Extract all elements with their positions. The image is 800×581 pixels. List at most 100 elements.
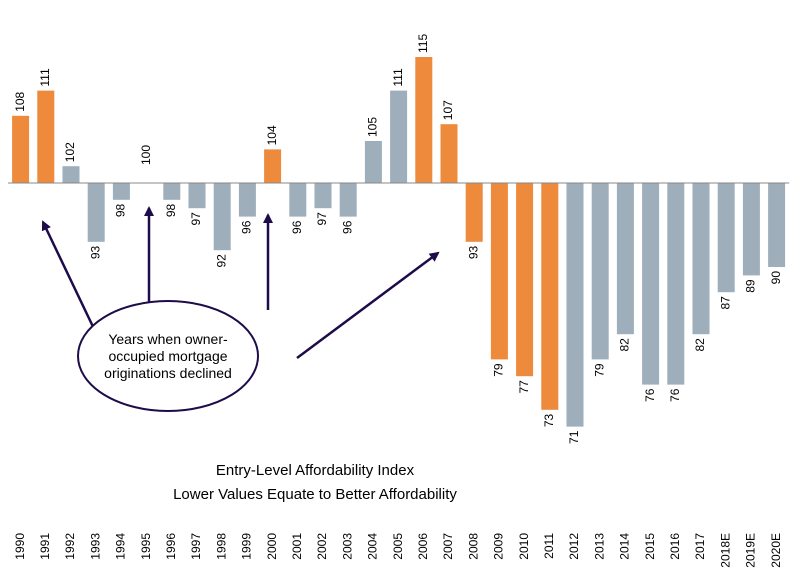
value-label-2012: 71 — [567, 430, 581, 444]
category-label-2007: 2007 — [441, 533, 455, 560]
category-label-2015: 2015 — [643, 533, 657, 560]
bar-2013 — [591, 183, 609, 360]
value-label-1990: 108 — [13, 91, 27, 111]
category-label-2020E: 2020E — [769, 533, 783, 568]
value-label-2018E: 87 — [718, 296, 732, 310]
bar-2006 — [415, 57, 433, 183]
value-label-1997: 97 — [189, 212, 203, 226]
bar-2016 — [667, 183, 685, 385]
category-label-2018E: 2018E — [718, 533, 732, 568]
bar-1990 — [12, 115, 30, 183]
value-label-2010: 77 — [517, 380, 531, 394]
value-label-group: 108 111 102 93 98 100 98 97 92 96 104 96 97 96 105 111 1… — [13, 34, 783, 444]
bar-group — [12, 57, 786, 427]
category-label-2019E: 2019E — [744, 533, 758, 568]
value-label-2000: 104 — [265, 125, 279, 145]
value-label-2016: 76 — [668, 388, 682, 402]
chart-subtitle: Lower Values Equate to Better Affordabil… — [173, 486, 457, 503]
value-label-2015: 76 — [643, 388, 657, 402]
category-label-2008: 2008 — [466, 533, 480, 560]
category-label-2000: 2000 — [265, 533, 279, 560]
category-label-2013: 2013 — [592, 533, 606, 560]
category-label-2012: 2012 — [567, 533, 581, 560]
value-label-2009: 79 — [492, 363, 506, 377]
category-label-1997: 1997 — [189, 533, 203, 560]
bar-2004 — [364, 141, 382, 183]
value-label-2006: 115 — [416, 34, 430, 53]
value-label-2004: 105 — [366, 117, 380, 137]
category-label-group: 1990 1991 1992 1993 1994 1995 1996 1997 1998 1999… — [13, 533, 783, 568]
bar-2020E — [768, 183, 786, 267]
annotation-arrow-1991 — [41, 220, 98, 334]
bar-1991 — [37, 90, 55, 183]
bar-1999 — [238, 183, 256, 217]
value-label-2008: 93 — [466, 245, 480, 259]
bar-2018E — [717, 183, 735, 293]
value-label-1995: 100 — [139, 145, 153, 165]
value-label-2007: 107 — [441, 100, 455, 120]
annotation-line-1: Years when owner- — [108, 330, 228, 347]
category-label-2006: 2006 — [416, 533, 430, 560]
annotation-arrows — [41, 206, 440, 360]
value-label-1996: 98 — [164, 203, 178, 217]
category-label-2004: 2004 — [366, 533, 380, 560]
category-label-1999: 1999 — [240, 533, 254, 560]
bar-2005 — [390, 90, 408, 183]
annotation-arrow-2008 — [296, 251, 440, 360]
category-label-2014: 2014 — [618, 533, 632, 560]
value-label-2002: 97 — [315, 212, 329, 226]
category-label-1992: 1992 — [63, 533, 77, 560]
category-label-2002: 2002 — [315, 533, 329, 560]
value-label-2014: 82 — [618, 338, 632, 352]
category-label-2011: 2011 — [542, 533, 556, 559]
bar-1998 — [213, 183, 231, 251]
bar-2009 — [490, 183, 508, 360]
value-label-2003: 96 — [340, 220, 354, 234]
value-label-2013: 79 — [592, 363, 606, 377]
bar-1993 — [87, 183, 105, 242]
category-label-2003: 2003 — [340, 533, 354, 560]
value-label-2011: 73 — [542, 413, 556, 427]
bar-2010 — [516, 183, 534, 377]
value-label-1994: 98 — [114, 203, 128, 217]
category-label-2016: 2016 — [668, 533, 682, 560]
value-label-1992: 102 — [63, 142, 77, 162]
value-label-2017: 82 — [693, 338, 707, 352]
value-label-1991: 111 — [38, 68, 52, 87]
category-label-1993: 1993 — [88, 533, 102, 560]
bar-2002 — [314, 183, 332, 209]
value-label-2020E: 90 — [769, 271, 783, 285]
value-label-1998: 92 — [214, 254, 228, 268]
value-label-2001: 96 — [290, 220, 304, 234]
bar-1994 — [112, 183, 130, 200]
bar-2017 — [692, 183, 710, 335]
category-label-1994: 1994 — [114, 533, 128, 560]
category-label-2009: 2009 — [492, 533, 506, 560]
category-label-1996: 1996 — [164, 533, 178, 560]
category-label-1990: 1990 — [13, 533, 27, 560]
annotation-line-3: originations declined — [104, 364, 232, 381]
bar-2001 — [289, 183, 307, 217]
bar-2012 — [566, 183, 584, 427]
value-label-2019E: 89 — [744, 279, 758, 293]
bar-2003 — [339, 183, 357, 217]
category-label-2005: 2005 — [391, 533, 405, 560]
category-label-1991: 1991 — [38, 533, 52, 560]
annotation-line-2: occupied mortgage — [108, 347, 228, 364]
category-label-2010: 2010 — [517, 533, 531, 560]
category-label-2001: 2001 — [290, 533, 304, 560]
bar-2007 — [440, 124, 458, 183]
value-label-1993: 93 — [88, 245, 102, 259]
category-label-1995: 1995 — [139, 533, 153, 560]
bar-1997 — [188, 183, 206, 209]
bar-1996 — [163, 183, 181, 200]
chart-title: Entry-Level Affordability Index — [215, 462, 415, 479]
value-label-1999: 96 — [240, 220, 254, 234]
annotation-ellipse — [77, 300, 259, 412]
bar-2019E — [742, 183, 760, 276]
bar-1992 — [62, 166, 80, 183]
annotation-text: Years when owner- occupied mortgage orig… — [78, 301, 258, 411]
value-label-2005: 111 — [391, 68, 405, 87]
bar-2011 — [541, 183, 559, 410]
